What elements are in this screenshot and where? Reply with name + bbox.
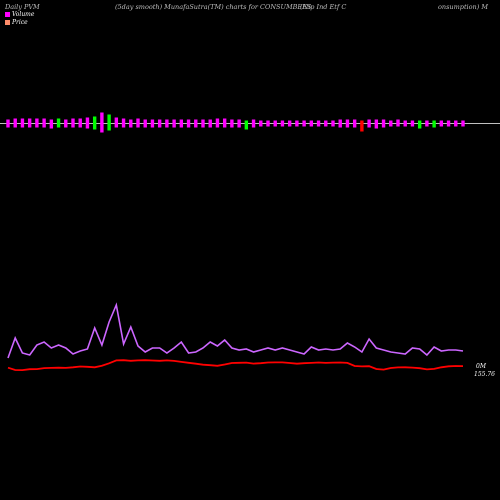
volume-swatch-icon [5,12,10,17]
volume-bar [295,120,299,127]
volume-bar [35,118,39,128]
volume-bar [331,120,335,127]
volume-bar [403,120,407,127]
volume-bar [172,119,176,128]
volume-bar [324,120,328,127]
volume-bar [381,119,386,128]
volume-bar [410,120,415,127]
volume-bar [165,119,169,128]
volume-bar [215,118,220,128]
volume-bar [194,119,198,128]
volume-bar [316,120,321,127]
volume-bar [230,119,234,128]
volume-bar [6,119,10,128]
volume-bar [367,119,371,128]
volume-bar [143,119,147,128]
price-swatch-icon [5,20,10,25]
volume-bar [201,119,205,128]
volume-bar [287,120,292,127]
volume-bar [302,120,306,127]
legend-price: Price [5,19,28,26]
volume-end-label: 0M [476,363,486,370]
legend-volume-label: Volume [12,11,35,18]
volume-bar [129,119,133,128]
volume-line [7,302,464,359]
volume-bar [13,118,17,128]
volume-bar [157,119,162,128]
volume-bar [27,118,32,128]
volume-bar [432,120,436,128]
volume-bar [237,119,241,128]
legend-volume: Volume [5,11,34,18]
volume-bar [64,119,68,128]
volume-bar [461,120,465,127]
volume-bar [360,120,364,132]
volume-bar [244,120,249,130]
volume-bar [78,118,82,128]
chart-header-right-a: (Nip Ind Etf C [300,3,347,11]
volume-bar [92,116,97,130]
volume-bar [107,114,111,131]
volume-bar [49,119,54,129]
volume-bar [273,120,277,127]
volume-bar [454,120,458,127]
volume-bar [114,117,119,128]
volume-bar [71,118,75,128]
volume-bar [396,119,400,127]
volume-bar [186,119,191,128]
volume-bar [439,120,444,127]
chart-title: (5day smooth) MunafaSutra(TM) charts for… [115,3,312,11]
volume-bar [179,119,184,128]
volume-bar [100,112,104,133]
volume-bar [309,120,314,127]
volume-bar [85,117,90,129]
volume-bar [251,119,256,128]
volume-bar [425,120,429,127]
chart-header-left: Daily PVM [5,3,40,11]
volume-bar [259,120,263,127]
volume-bar [446,120,451,127]
volume-bar [374,119,379,129]
price-end-label: 155.76 [474,371,495,378]
volume-bar [42,118,46,128]
volume-bar [208,119,212,128]
volume-bar [150,119,155,128]
volume-bars [6,112,465,133]
volume-bar [266,120,270,127]
volume-bar [338,119,342,128]
price-line [7,359,464,372]
volume-bar [280,120,285,127]
volume-bar [20,118,25,128]
chart-header-right-b: onsumption) M [438,3,488,11]
volume-bar [121,118,126,128]
volume-bar [222,118,227,128]
volume-bar [389,120,393,127]
volume-bar [417,120,422,129]
volume-bar [352,119,357,128]
legend-price-label: Price [12,19,28,26]
volume-bar [136,118,140,128]
volume-bar [56,118,61,128]
volume-bar [345,119,350,128]
